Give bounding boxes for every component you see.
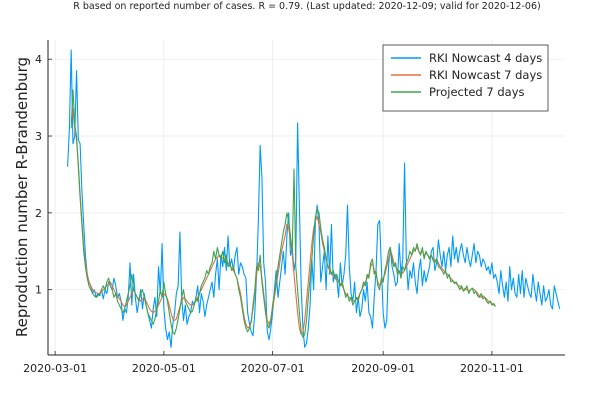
y-tick-labels: 1 2 3 4 bbox=[35, 53, 52, 297]
series-line-projected-7-days bbox=[70, 89, 496, 338]
chart-legend: RKI Nowcast 4 days RKI Nowcast 7 days Proj… bbox=[382, 44, 549, 112]
legend-label-rki-nowcast-7-days: RKI Nowcast 7 days bbox=[429, 68, 542, 82]
x-tick-label: 2020-09-01 bbox=[351, 362, 415, 375]
y-tick-label: 1 bbox=[35, 284, 42, 297]
y-tick-label: 3 bbox=[35, 130, 42, 143]
y-tick-label: 2 bbox=[35, 207, 42, 220]
series-line-rki-nowcast-7-days bbox=[70, 108, 496, 335]
legend-box bbox=[382, 44, 549, 112]
legend-label-rki-nowcast-4-days: RKI Nowcast 4 days bbox=[429, 51, 542, 65]
legend-label-projected-7-days: Projected 7 days bbox=[429, 85, 525, 99]
x-tick-labels: 2020-03-01 2020-05-01 2020-07-01 2020-09-01… bbox=[23, 351, 524, 375]
x-tick-label: 2020-11-01 bbox=[460, 362, 524, 375]
y-tick-label: 4 bbox=[35, 53, 42, 66]
chart-series bbox=[67, 49, 561, 348]
chart-title: R based on reported number of cases. R =… bbox=[73, 1, 540, 12]
x-tick-label: 2020-07-01 bbox=[241, 362, 305, 375]
x-tick-label: 2020-05-01 bbox=[132, 362, 196, 375]
chart-grid bbox=[48, 40, 565, 355]
chart-axes bbox=[47, 40, 565, 356]
series-line-rki-nowcast-4-days bbox=[67, 49, 561, 348]
x-tick-label: 2020-03-01 bbox=[23, 362, 87, 375]
y-axis-label: Reproduction number R-Brandenburg bbox=[13, 57, 31, 337]
